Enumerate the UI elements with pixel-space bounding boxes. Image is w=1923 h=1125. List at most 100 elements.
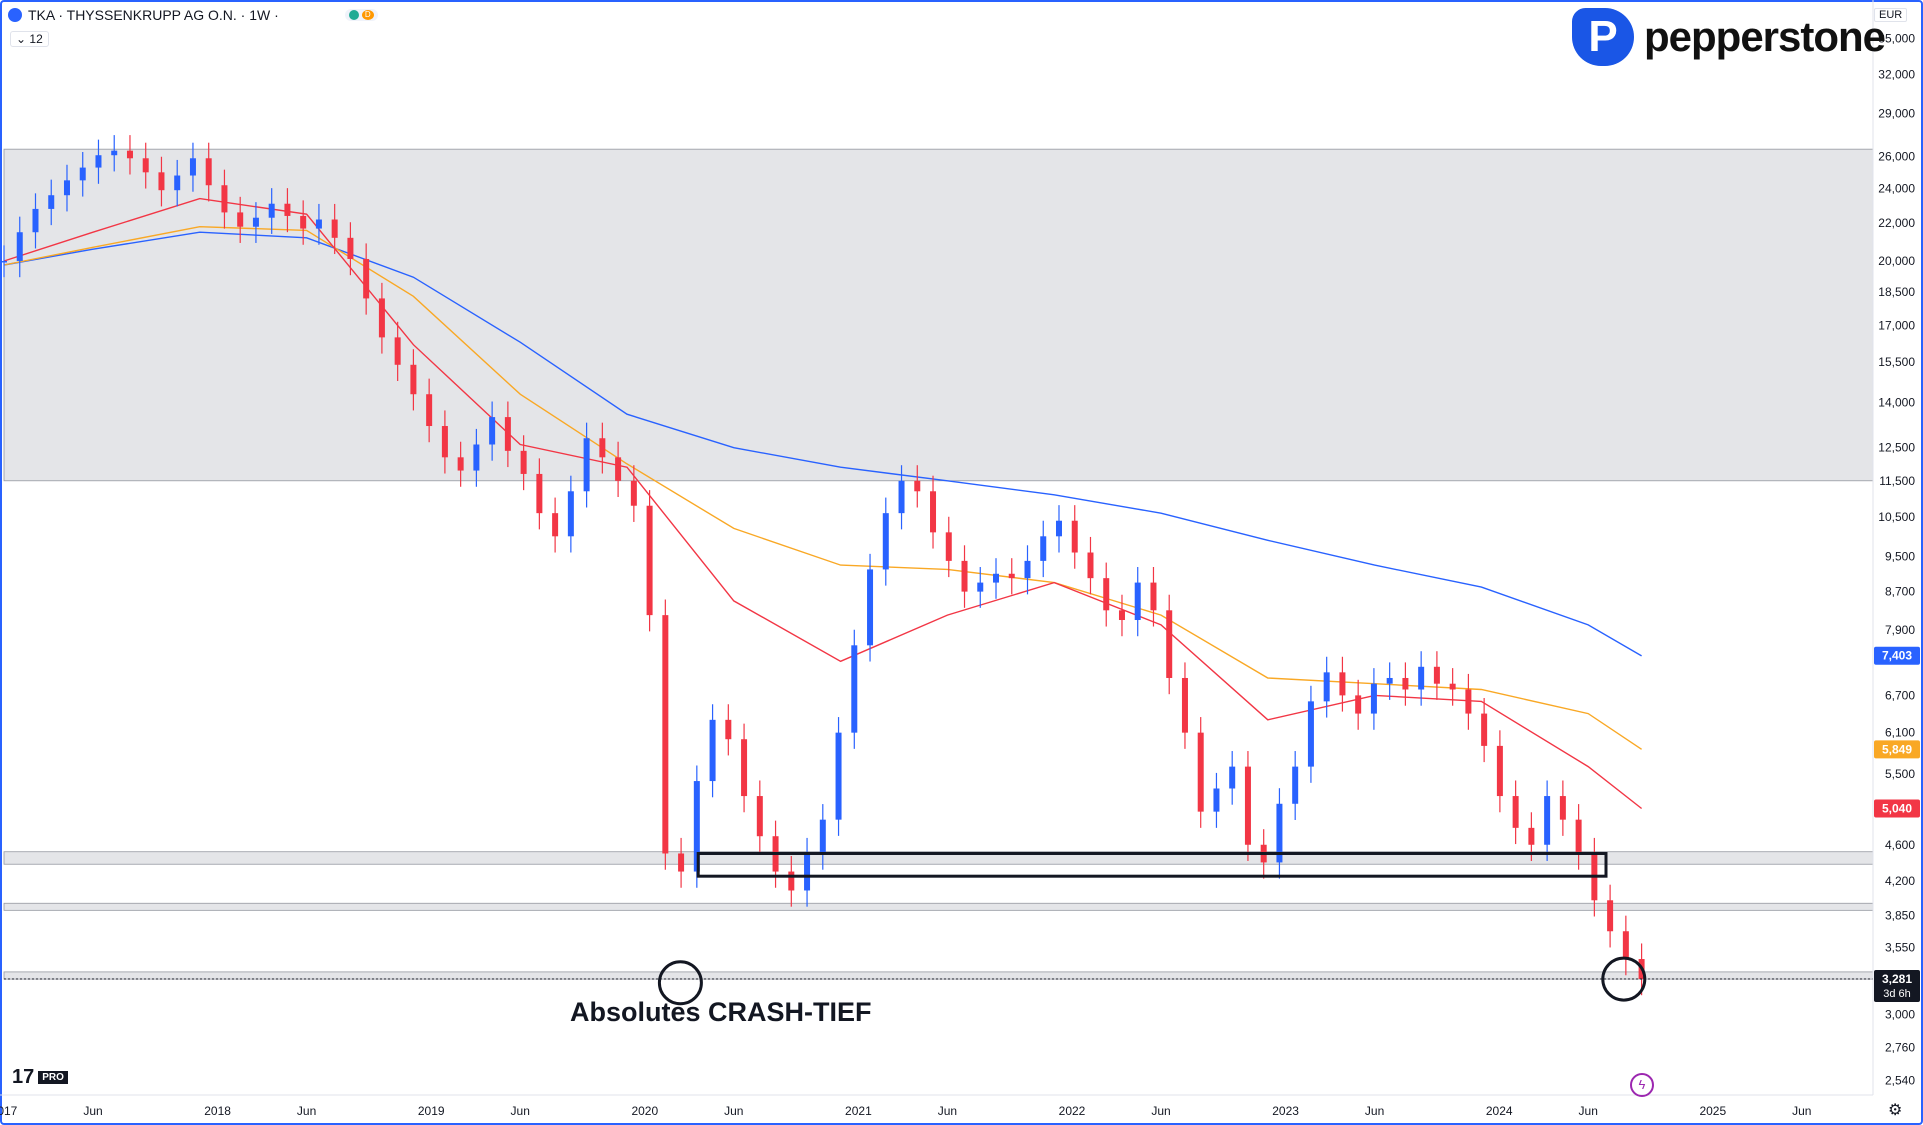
pepperstone-logo-icon: P xyxy=(1572,8,1634,66)
candle-body-8 xyxy=(126,150,133,159)
candle-body-103 xyxy=(1622,931,1629,960)
x-tick-label-1: Jun xyxy=(83,1104,102,1118)
candle-body-69 xyxy=(1087,552,1094,579)
y-tick-label-3: 26,000 xyxy=(1878,150,1915,164)
price-badge-0-bg xyxy=(1874,646,1920,665)
x-tick-label-6: 2020 xyxy=(631,1104,658,1118)
candle-body-83 xyxy=(1307,701,1314,767)
candle-body-60 xyxy=(945,532,952,561)
chevron-down-icon: ⌄ xyxy=(16,32,27,46)
x-tick-label-12: 2023 xyxy=(1272,1104,1299,1118)
candle-body-55 xyxy=(867,569,874,646)
candle-body-72 xyxy=(1134,582,1141,621)
candle-body-47 xyxy=(741,739,748,797)
candle-body-66 xyxy=(1040,536,1047,561)
zone-3 xyxy=(3,971,1874,980)
candle-body-12 xyxy=(189,158,196,176)
lightning-icon[interactable]: ϟ xyxy=(1630,1073,1654,1097)
tradingview-logo[interactable]: 17 PRO xyxy=(12,1066,68,1089)
y-tick-label-6: 20,000 xyxy=(1878,254,1915,268)
y-tick-label-0: 35,000 xyxy=(1878,32,1915,46)
y-tick-label-28: 3,000 xyxy=(1885,1008,1915,1022)
y-tick-label-15: 8,700 xyxy=(1885,585,1915,599)
y-tick-label-24: 4,200 xyxy=(1885,874,1915,888)
price-badge-1: 5,849 xyxy=(1882,742,1912,756)
zone-2 xyxy=(3,902,1874,911)
candle-body-53 xyxy=(835,732,842,820)
candle-body-39 xyxy=(615,457,622,481)
symbol-icon xyxy=(8,8,22,22)
tv-logo-mark: 17 xyxy=(12,1066,35,1088)
tv-pro-badge: PRO xyxy=(38,1071,68,1084)
candle-body-13 xyxy=(205,158,212,186)
candle-body-99 xyxy=(1559,796,1566,820)
candle-body-34 xyxy=(536,473,543,514)
last-price-badge: 3,281 xyxy=(1882,972,1912,986)
candle-body-2 xyxy=(32,208,39,233)
price-badge-1-bg xyxy=(1874,740,1920,759)
candle-body-6 xyxy=(95,155,102,168)
candle-body-59 xyxy=(930,491,937,533)
candle-body-97 xyxy=(1528,827,1535,845)
y-tick-label-29: 2,760 xyxy=(1885,1041,1915,1055)
candle-body-63 xyxy=(993,573,1000,583)
candle-body-91 xyxy=(1433,666,1440,684)
x-tick-label-10: 2022 xyxy=(1059,1104,1086,1118)
candle-body-27 xyxy=(426,394,433,427)
brand-name: pepperstone xyxy=(1644,13,1886,60)
candle-body-3 xyxy=(48,195,55,209)
candle-body-29 xyxy=(457,457,464,471)
candle-body-9 xyxy=(142,158,149,173)
candle-body-46 xyxy=(725,719,732,740)
x-tick-label-8: 2021 xyxy=(845,1104,872,1118)
y-tick-label-10: 14,000 xyxy=(1878,396,1915,410)
candle-body-50 xyxy=(788,871,795,891)
symbol-header[interactable]: TKA · THYSSENKRUPP AG O.N. · 1W · D xyxy=(8,7,378,23)
candle-body-30 xyxy=(473,444,480,471)
gear-icon[interactable]: ⚙ xyxy=(1888,1102,1903,1119)
x-tick-label-11: Jun xyxy=(1151,1104,1170,1118)
ma-line-1 xyxy=(3,225,1642,750)
y-tick-label-30: 2,540 xyxy=(1885,1074,1915,1088)
candle-body-20 xyxy=(315,219,322,229)
x-tick-label-7: Jun xyxy=(724,1104,743,1118)
candle-body-35 xyxy=(552,513,559,537)
candle-body-75 xyxy=(1181,677,1188,733)
x-tick-label-2: 2018 xyxy=(204,1104,231,1118)
candle-body-32 xyxy=(504,417,511,451)
candle-body-41 xyxy=(646,505,653,616)
symbol-title[interactable]: TKA · THYSSENKRUPP AG O.N. · 1W · xyxy=(28,7,279,23)
x-tick-label-17: Jun xyxy=(1792,1104,1811,1118)
x-tick-label-16: 2025 xyxy=(1699,1104,1726,1118)
y-tick-label-8: 17,000 xyxy=(1878,319,1915,333)
candle-body-42 xyxy=(662,615,669,854)
candle-body-86 xyxy=(1355,695,1362,714)
candle-body-37 xyxy=(583,438,590,492)
candle-body-18 xyxy=(284,203,291,216)
candle-body-52 xyxy=(819,819,826,854)
y-tick-label-1: 32,000 xyxy=(1878,67,1915,81)
candle-body-54 xyxy=(851,645,858,733)
status-indicator[interactable]: D xyxy=(344,9,378,21)
candle-body-102 xyxy=(1607,900,1614,932)
currency-button[interactable]: EUR xyxy=(1874,8,1908,22)
x-tick-label-15: Jun xyxy=(1579,1104,1598,1118)
price-badge-2-bg xyxy=(1874,799,1920,818)
candle-body-38 xyxy=(599,438,606,458)
x-tick-label-3: Jun xyxy=(297,1104,316,1118)
ma-line-0 xyxy=(3,231,1642,657)
candle-body-74 xyxy=(1166,610,1173,678)
candle-body-23 xyxy=(363,258,370,299)
candle-body-84 xyxy=(1323,672,1330,702)
y-tick-label-2: 29,000 xyxy=(1878,106,1915,120)
candle-body-45 xyxy=(709,719,716,782)
candle-body-16 xyxy=(252,217,259,227)
x-tick-label-13: Jun xyxy=(1365,1104,1384,1118)
y-tick-label-14: 9,500 xyxy=(1885,550,1915,564)
candle-body-96 xyxy=(1512,796,1519,828)
candle-body-64 xyxy=(1008,573,1015,579)
candle-body-11 xyxy=(174,175,181,191)
indicators-toggle[interactable]: ⌄ 12 xyxy=(10,31,49,47)
candle-body-48 xyxy=(756,796,763,837)
